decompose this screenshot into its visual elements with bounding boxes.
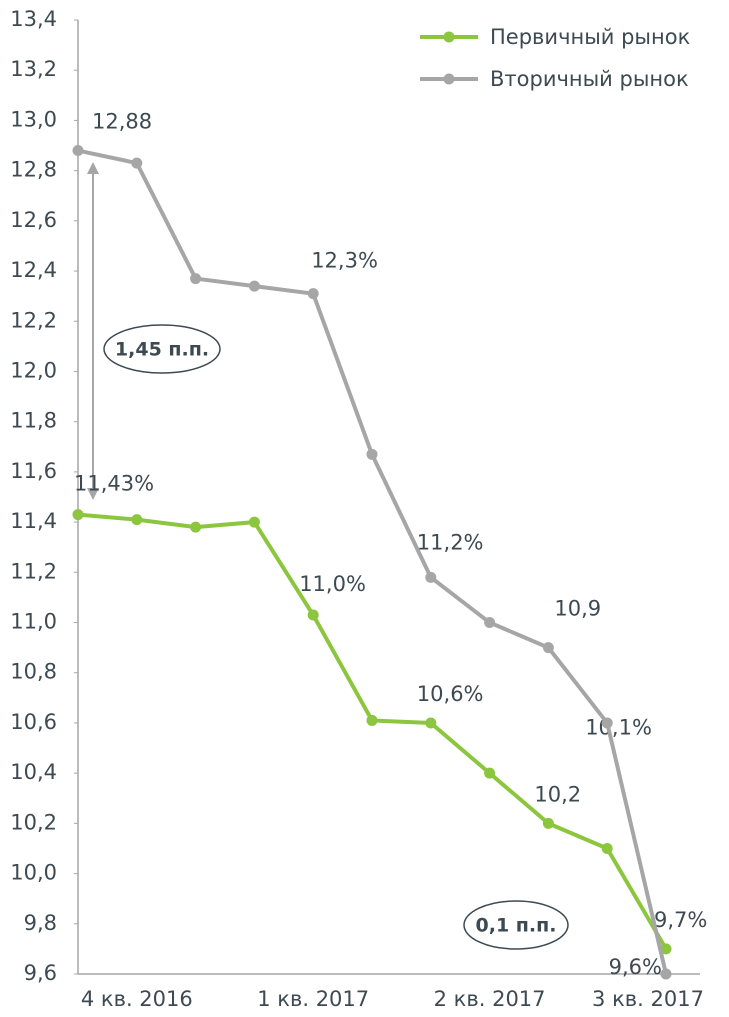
data-point <box>660 968 672 980</box>
y-tick-label: 11,8 <box>10 409 57 433</box>
data-point <box>660 943 672 955</box>
data-point <box>190 521 202 533</box>
data-point <box>72 145 84 157</box>
data-label: 10,9 <box>554 597 601 621</box>
y-tick-label: 11,0 <box>10 610 57 634</box>
data-label: 11,2% <box>417 530 484 554</box>
legend-label: Вторичный рынок <box>490 67 689 91</box>
legend-swatch <box>443 31 455 43</box>
annotation-ellipse <box>463 900 569 950</box>
data-point <box>484 617 496 629</box>
data-point <box>366 714 378 726</box>
y-tick-label: 12,6 <box>10 208 57 232</box>
y-tick-label: 10,0 <box>10 861 57 885</box>
y-tick-label: 13,2 <box>10 57 57 81</box>
data-point <box>366 448 378 460</box>
series-line <box>77 512 668 950</box>
x-tick-label: 3 кв. 2017 <box>592 987 704 1011</box>
data-label: 9,7% <box>654 908 707 932</box>
data-label: 9,6% <box>609 955 662 979</box>
y-tick-label: 9,8 <box>24 911 57 935</box>
y-tick-label: 12,2 <box>10 308 57 332</box>
y-tick-label: 12,4 <box>10 258 57 282</box>
data-label: 10,2 <box>534 782 581 806</box>
data-point <box>248 516 260 528</box>
y-tick-label: 10,4 <box>10 760 57 784</box>
y-tick-label: 10,6 <box>10 710 57 734</box>
y-tick-label: 9,6 <box>24 961 57 985</box>
data-point <box>307 609 319 621</box>
data-point <box>601 842 613 854</box>
y-tick-label: 13,0 <box>10 107 57 131</box>
data-label: 10,1% <box>585 715 652 739</box>
x-tick-label: 4 кв. 2016 <box>81 987 193 1011</box>
data-point <box>484 767 496 779</box>
y-tick-label: 11,2 <box>10 559 57 583</box>
data-label: 11,0% <box>299 572 366 596</box>
y-tick-label: 13,4 <box>10 7 57 31</box>
x-tick-label: 2 кв. 2017 <box>434 987 546 1011</box>
data-label: 12,88 <box>92 110 152 134</box>
data-label: 12,3% <box>311 249 378 273</box>
data-label: 11,43% <box>74 472 154 496</box>
data-point <box>601 717 613 729</box>
data-point <box>248 280 260 292</box>
data-point <box>190 273 202 285</box>
data-point <box>542 642 554 654</box>
legend-label: Первичный рынок <box>490 25 690 49</box>
data-point <box>425 571 437 583</box>
data-label: 10,6% <box>417 682 484 706</box>
annotation: 0,1 п.п. <box>476 915 557 937</box>
annotation: 1,45 п.п. <box>115 339 209 361</box>
y-tick-label: 12,8 <box>10 158 57 182</box>
y-tick-label: 10,2 <box>10 810 57 834</box>
data-point <box>542 817 554 829</box>
data-point <box>425 717 437 729</box>
series-line <box>77 148 668 975</box>
data-point <box>131 157 143 169</box>
legend-swatch <box>443 73 455 85</box>
y-tick-label: 11,4 <box>10 509 57 533</box>
x-tick-label: 1 кв. 2017 <box>257 987 369 1011</box>
data-point <box>131 514 143 526</box>
y-tick-label: 12,0 <box>10 358 57 382</box>
y-tick-label: 11,6 <box>10 459 57 483</box>
annotation-ellipse <box>103 324 221 374</box>
y-tick-label: 10,8 <box>10 660 57 684</box>
data-point <box>307 288 319 300</box>
data-point <box>72 509 84 521</box>
